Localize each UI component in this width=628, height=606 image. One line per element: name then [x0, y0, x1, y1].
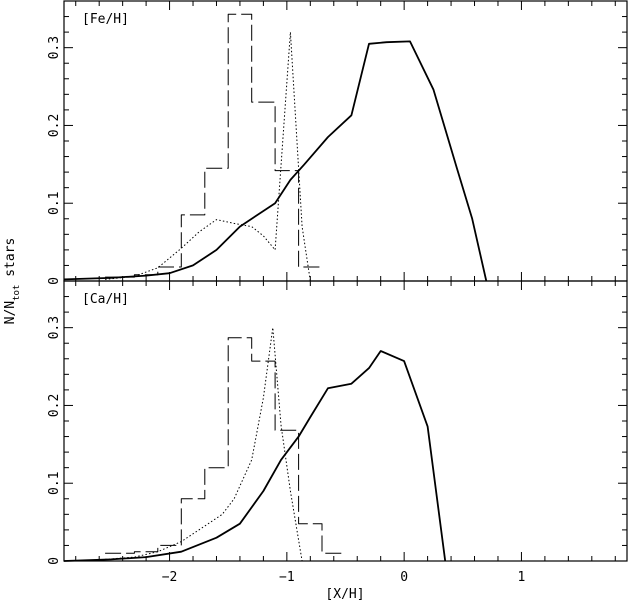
fe-y-tick-label: 0.2	[47, 114, 62, 137]
fe-y-tick-label: 0.3	[47, 36, 62, 59]
y-axis-label-main: N/N	[3, 301, 18, 324]
fe-y-tick-label: 0	[47, 277, 62, 285]
y-axis-label-tail: stars	[3, 238, 18, 285]
y-axis-label: N/Ntot stars	[3, 238, 22, 325]
ca-y-tick-label: 0.3	[47, 316, 62, 339]
ca-dashed-histogram	[105, 337, 346, 554]
fe-dashed-histogram	[105, 13, 322, 278]
ca-dotted-line	[105, 327, 317, 562]
panel-fe-h: 0 0.1 0.2 0.3 [Fe/H]	[47, 0, 628, 285]
fe-panel-label: [Fe/H]	[82, 12, 129, 27]
x-axis-label: [X/H]	[325, 587, 364, 602]
panel-ca-h: 0 0.1 0.2 0.3 −2 −1 0 1 [Ca/H]	[47, 280, 628, 585]
ca-panel-label: [Ca/H]	[82, 292, 129, 307]
ca-y-tick-label: 0.2	[47, 394, 62, 417]
y-axis-label-sub: tot	[12, 285, 22, 301]
x-tick-label: −1	[279, 570, 295, 585]
fe-dotted-line	[105, 31, 311, 282]
ca-y-tick-label: 0.1	[47, 471, 62, 494]
x-tick-label: 1	[518, 570, 526, 585]
ca-y-tick-label: 0	[47, 557, 62, 565]
x-tick-label: 0	[400, 570, 408, 585]
ca-solid-line	[63, 350, 447, 562]
fe-panel-frame	[63, 0, 628, 282]
x-tick-label: −2	[162, 570, 178, 585]
ca-panel-frame	[63, 280, 628, 562]
fe-solid-line	[63, 40, 488, 282]
fe-y-tick-label: 0.1	[47, 191, 62, 214]
